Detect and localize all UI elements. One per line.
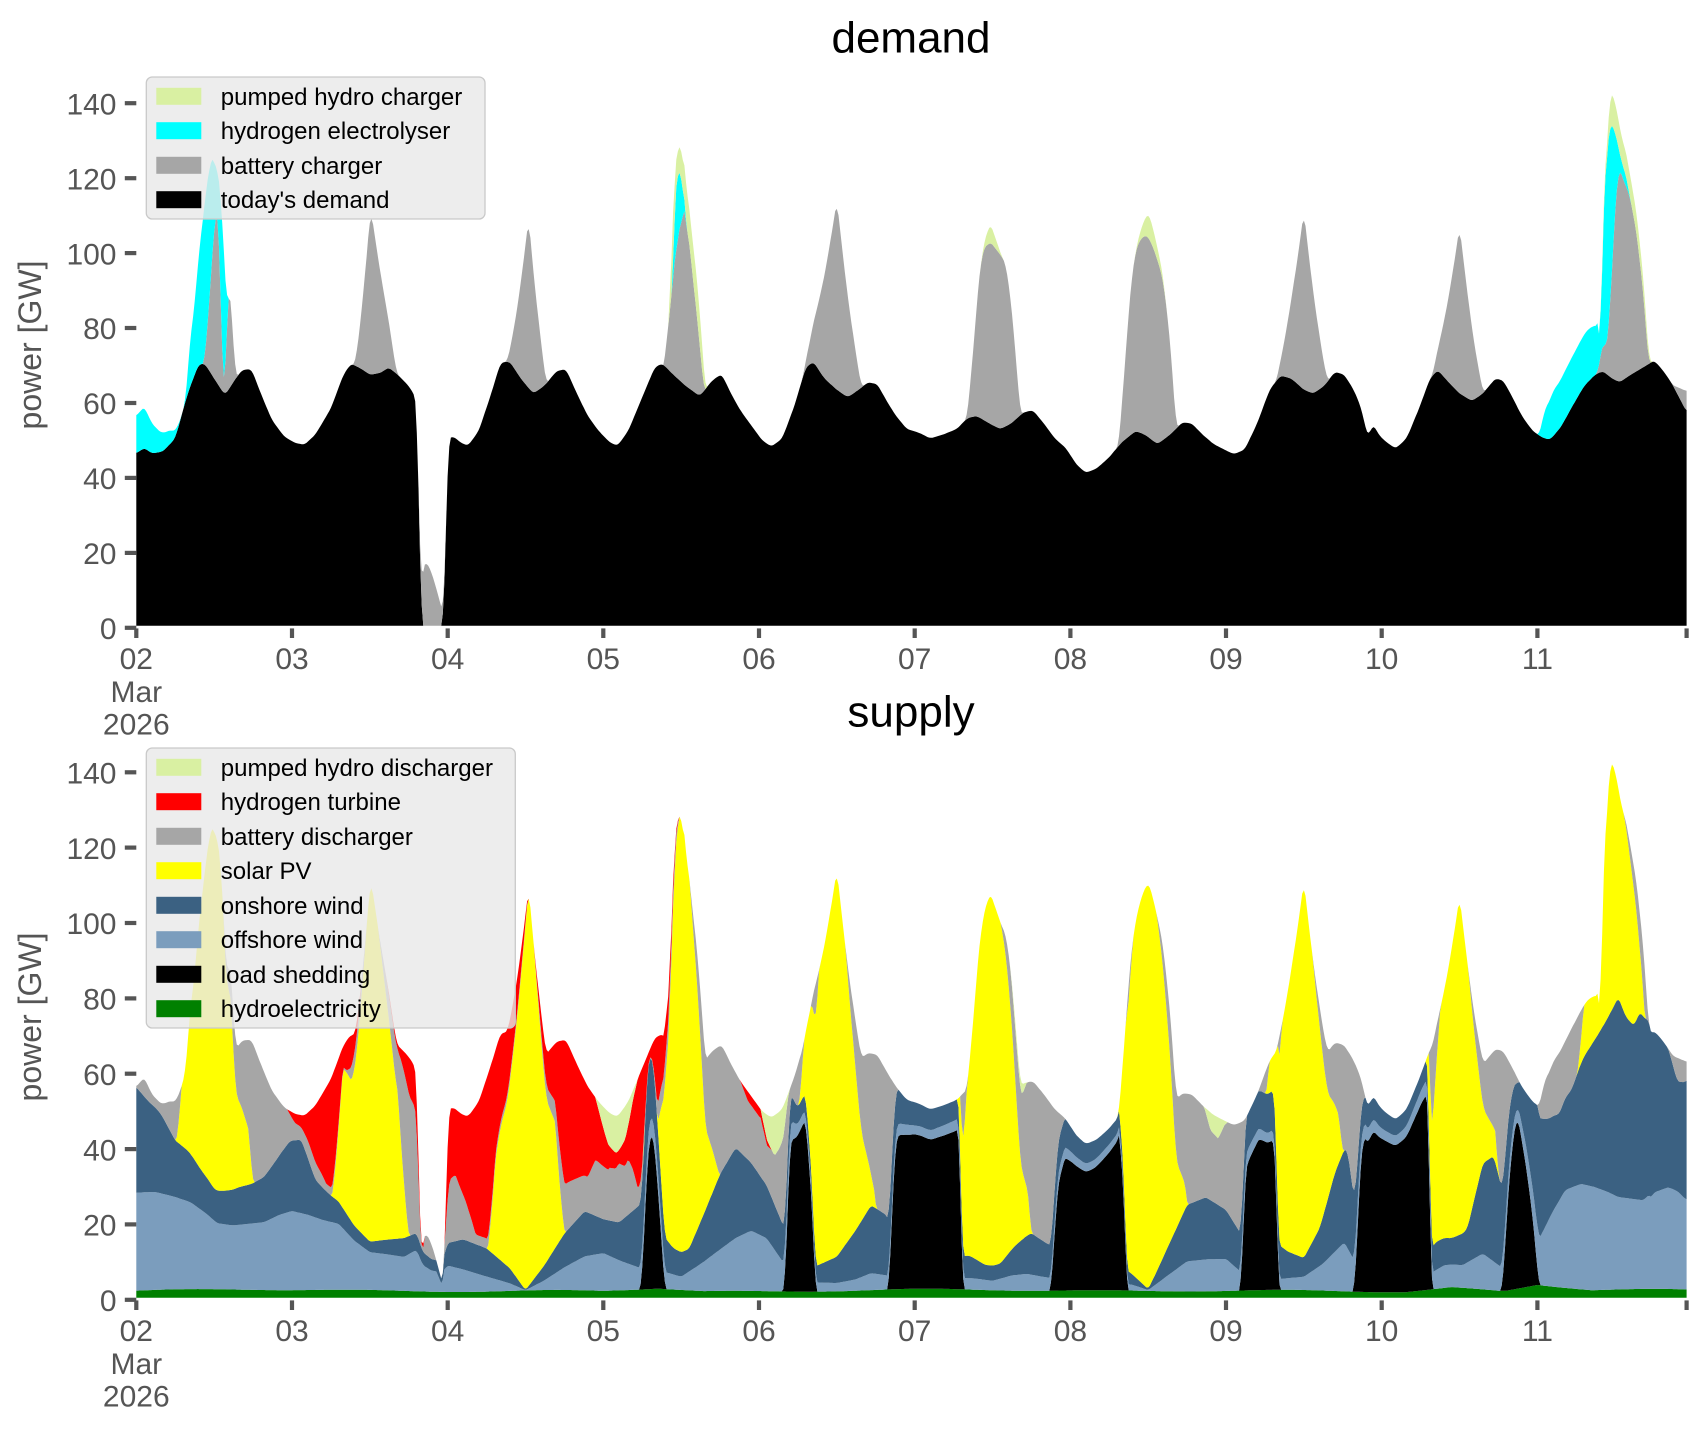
svg-text:80: 80 [83,984,116,1017]
svg-text:04: 04 [431,643,464,676]
svg-text:06: 06 [742,643,775,676]
svg-text:140: 140 [66,88,116,121]
svg-text:battery discharger: battery discharger [221,824,413,851]
svg-text:05: 05 [587,1315,620,1348]
svg-text:60: 60 [83,388,116,421]
svg-text:supply: supply [847,688,974,737]
svg-text:02: 02 [120,1315,153,1348]
svg-text:80: 80 [83,313,116,346]
svg-text:11: 11 [1522,1315,1553,1348]
svg-text:07: 07 [898,1315,931,1348]
svg-text:100: 100 [66,908,116,941]
svg-text:08: 08 [1054,1315,1087,1348]
svg-text:20: 20 [83,1210,116,1243]
svg-text:140: 140 [66,758,116,791]
svg-text:Mar: Mar [110,1348,162,1381]
svg-text:hydrogen turbine: hydrogen turbine [221,789,401,816]
svg-text:10: 10 [1365,1315,1398,1348]
svg-text:2026: 2026 [103,1380,170,1413]
svg-text:03: 03 [275,643,308,676]
svg-text:40: 40 [83,463,116,496]
svg-text:09: 09 [1209,1315,1242,1348]
svg-text:hydroelectricity: hydroelectricity [221,996,381,1023]
svg-text:2026: 2026 [103,708,170,741]
svg-text:battery charger: battery charger [221,153,382,180]
svg-text:solar PV: solar PV [221,858,312,885]
svg-text:onshore wind: onshore wind [221,893,364,920]
svg-text:09: 09 [1209,643,1242,676]
svg-text:05: 05 [587,643,620,676]
svg-text:07: 07 [898,643,931,676]
svg-text:100: 100 [66,238,116,271]
svg-text:40: 40 [83,1134,116,1167]
svg-text:demand: demand [831,14,990,63]
svg-text:08: 08 [1054,643,1087,676]
svg-text:pumped hydro charger: pumped hydro charger [221,84,462,111]
svg-text:pumped hydro discharger: pumped hydro discharger [221,755,493,782]
svg-text:120: 120 [66,163,116,196]
svg-text:hydrogen electrolyser: hydrogen electrolyser [221,118,450,145]
svg-text:power [GW]: power [GW] [12,933,48,1102]
svg-text:0: 0 [100,1285,117,1318]
svg-text:06: 06 [742,1315,775,1348]
svg-text:Mar: Mar [110,676,162,709]
svg-text:03: 03 [275,1315,308,1348]
svg-text:offshore wind: offshore wind [221,927,363,954]
svg-text:10: 10 [1365,643,1398,676]
svg-text:60: 60 [83,1059,116,1092]
svg-text:120: 120 [66,833,116,866]
svg-text:today's demand: today's demand [221,187,390,214]
svg-text:0: 0 [100,613,117,646]
svg-text:20: 20 [83,538,116,571]
svg-text:11: 11 [1522,643,1553,676]
svg-text:power [GW]: power [GW] [12,261,48,430]
svg-text:load shedding: load shedding [221,962,370,989]
svg-text:04: 04 [431,1315,464,1348]
svg-text:02: 02 [120,643,153,676]
